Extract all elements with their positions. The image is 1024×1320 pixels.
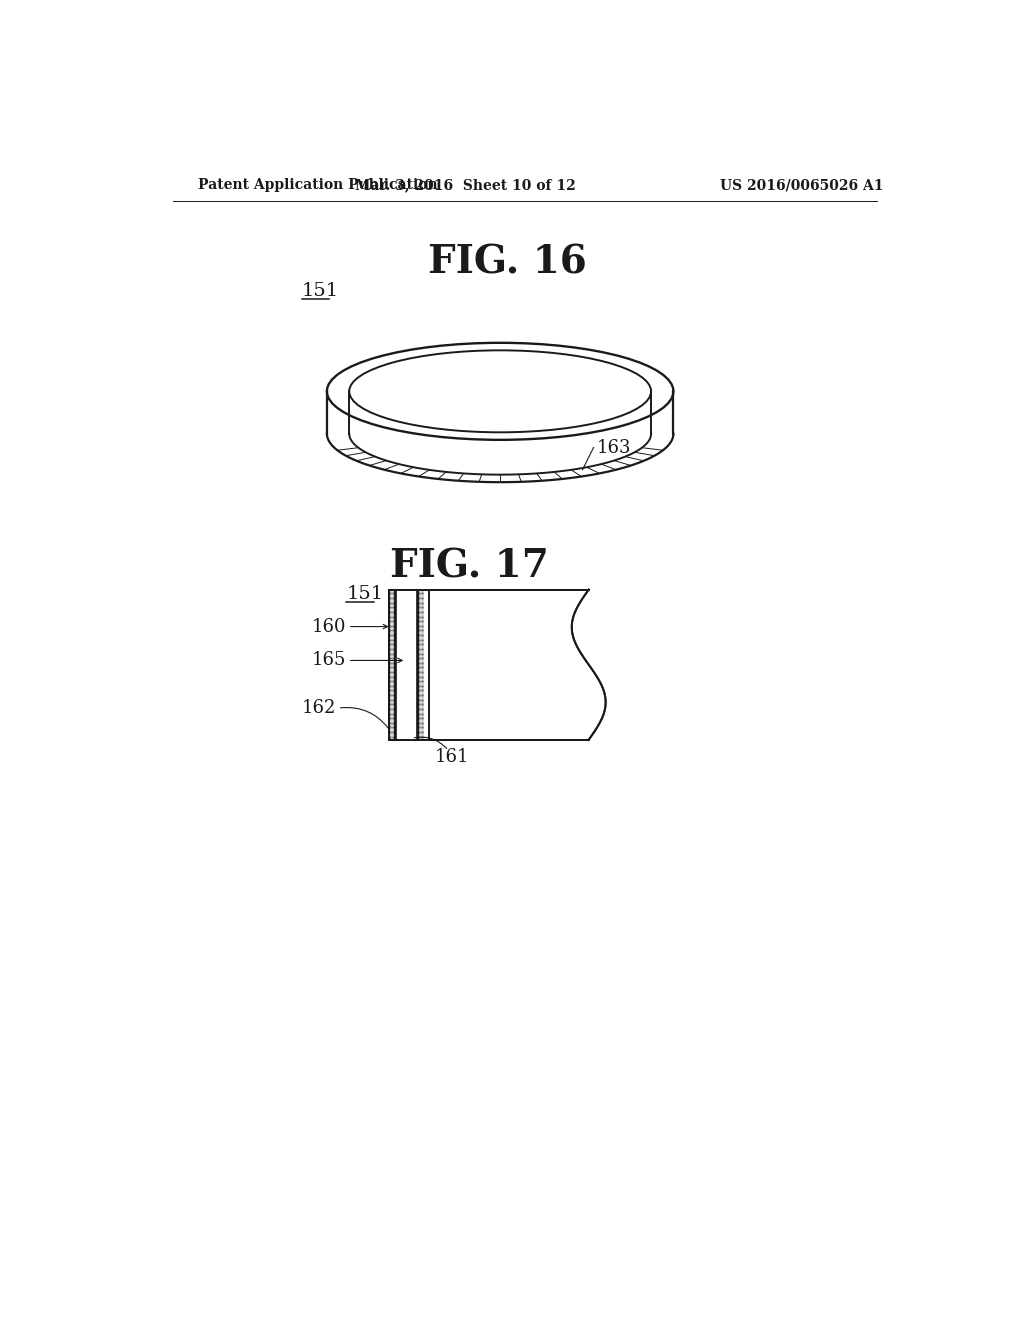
Text: 163: 163: [596, 440, 631, 457]
Text: 160: 160: [311, 618, 346, 635]
Text: FIG. 17: FIG. 17: [390, 548, 549, 586]
Bar: [418, 590, 424, 739]
Bar: [388, 590, 394, 739]
Text: 165: 165: [311, 652, 346, 669]
Text: Patent Application Publication: Patent Application Publication: [199, 178, 438, 193]
Text: FIG. 16: FIG. 16: [428, 243, 588, 281]
Text: 162: 162: [302, 700, 336, 717]
Text: 151: 151: [301, 282, 339, 300]
Text: US 2016/0065026 A1: US 2016/0065026 A1: [720, 178, 883, 193]
Text: 161: 161: [435, 747, 470, 766]
Bar: [397, 590, 416, 739]
Text: 151: 151: [346, 585, 383, 603]
Text: Mar. 3, 2016  Sheet 10 of 12: Mar. 3, 2016 Sheet 10 of 12: [355, 178, 575, 193]
